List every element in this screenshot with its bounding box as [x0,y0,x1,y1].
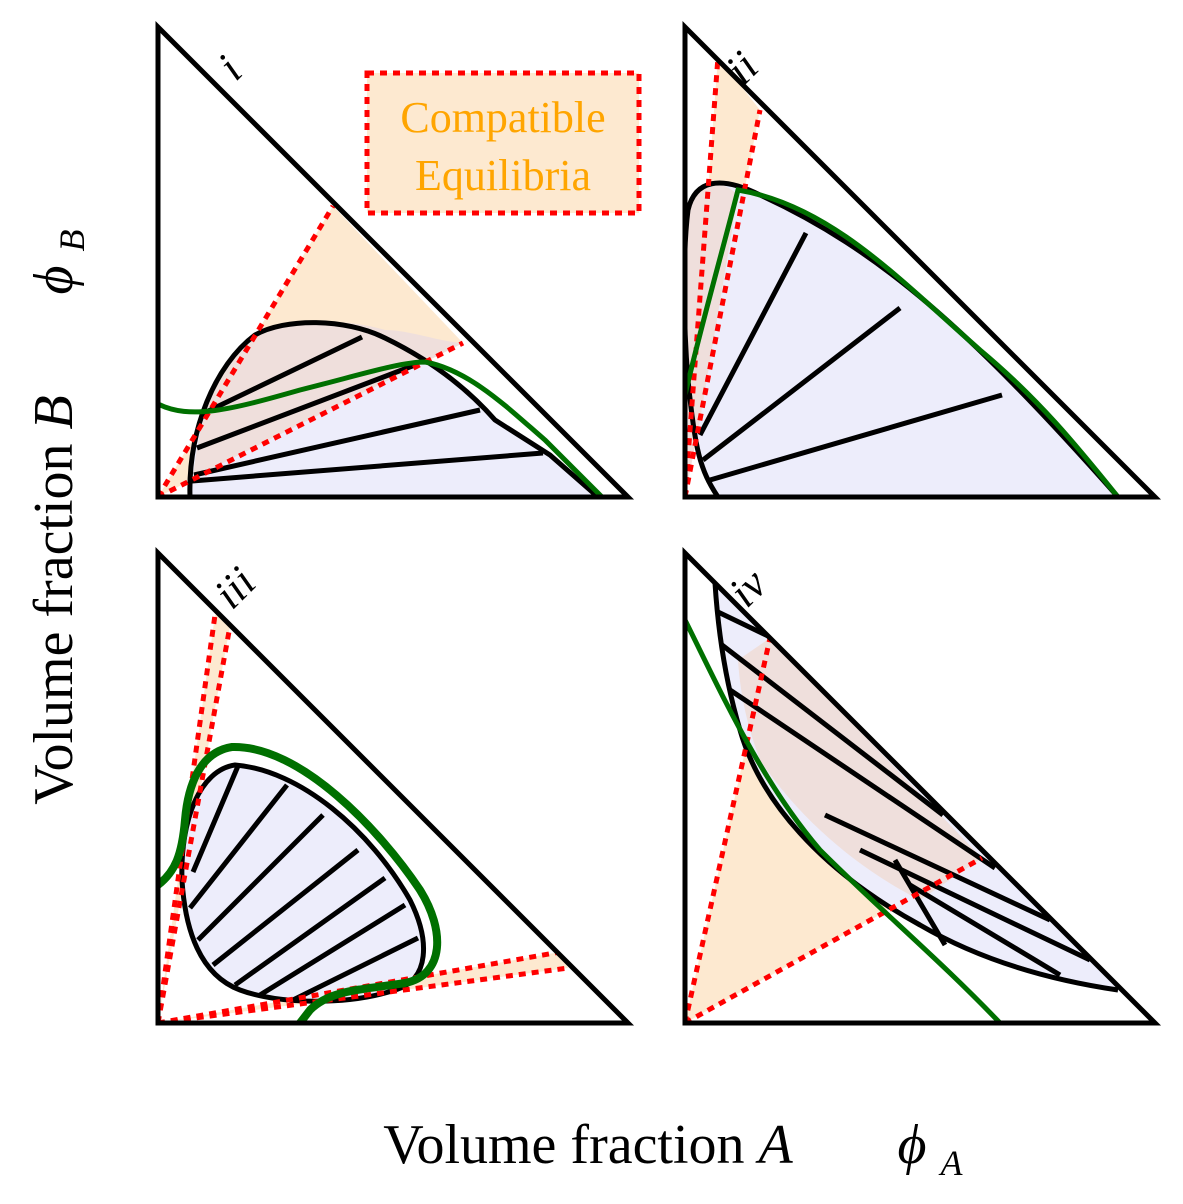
panel-iii: iii [155,546,635,1026]
binodal-curve [712,582,1119,993]
tie-line [233,875,387,988]
svg-text:ϕ A: ϕ A [898,1114,964,1183]
tie-line [709,392,1003,483]
green-curve [158,359,604,497]
tie-line [291,935,420,1003]
tie-line [196,813,325,942]
compatible-boundary [158,949,561,1023]
tie-line [728,687,997,871]
compatible-boundary [158,204,336,497]
tie-line [892,858,948,947]
tie-line [191,450,544,484]
tie-line [720,643,945,817]
tie-line [198,334,364,418]
legend-box [364,70,642,216]
legend: Compatible Equilibria [364,70,642,216]
tie-line [908,882,1062,978]
compatible-boundary [158,965,569,1023]
y-axis-symbol: ϕ B [23,230,92,295]
triangle-frame [682,546,1162,1026]
tie-line [258,902,407,998]
compatible-boundary [685,56,721,497]
svg-text:ϕ B: ϕ B [23,230,92,295]
tie-line [188,783,289,910]
x-axis-variable: A [755,1114,794,1176]
panel-iv: iv [682,546,1162,1026]
y-axis-title: Volume fraction [23,443,85,804]
compatible-boundary [685,855,984,1023]
x-symbol: ϕ [898,1114,927,1176]
tie-line [701,306,902,462]
tie-line [196,362,416,451]
svg-text:Volume fraction: Volume fraction B [23,395,85,805]
compatible-boundary [158,614,218,1023]
compatible-boundary [158,614,235,1023]
x-axis-label: Volume fraction A ϕ A [383,1114,963,1183]
tie-line [823,812,1052,923]
y-symbol-subscript: B [52,230,92,252]
y-axis-variable: B [23,395,85,429]
green-curve [685,618,1002,1023]
tie-line [697,231,809,437]
triangle-frame [682,20,1162,500]
compatible-boundary [685,637,773,1023]
x-symbol-subscript: A [938,1143,963,1183]
compatible-boundary [685,109,763,497]
panel-ii: ii [682,20,1162,500]
binodal-curve [187,320,600,497]
y-axis-label: Volume fraction B [23,395,85,805]
y-symbol: ϕ [23,266,85,295]
x-axis-title: Volume fraction [383,1114,744,1176]
triangle-frame [155,20,635,500]
legend-line-1: Compatible [400,93,605,142]
tie-line [190,765,241,873]
tie-line [716,609,770,639]
tie-line [193,407,481,478]
legend-line-2: Equilibria [415,151,591,200]
tie-line [211,848,360,967]
green-curve [685,187,1120,497]
triangle-frame [155,546,635,1026]
svg-text:Volume fraction: Volume fraction A [383,1114,793,1176]
green-curve [158,742,442,1023]
compatible-boundary [158,340,465,497]
